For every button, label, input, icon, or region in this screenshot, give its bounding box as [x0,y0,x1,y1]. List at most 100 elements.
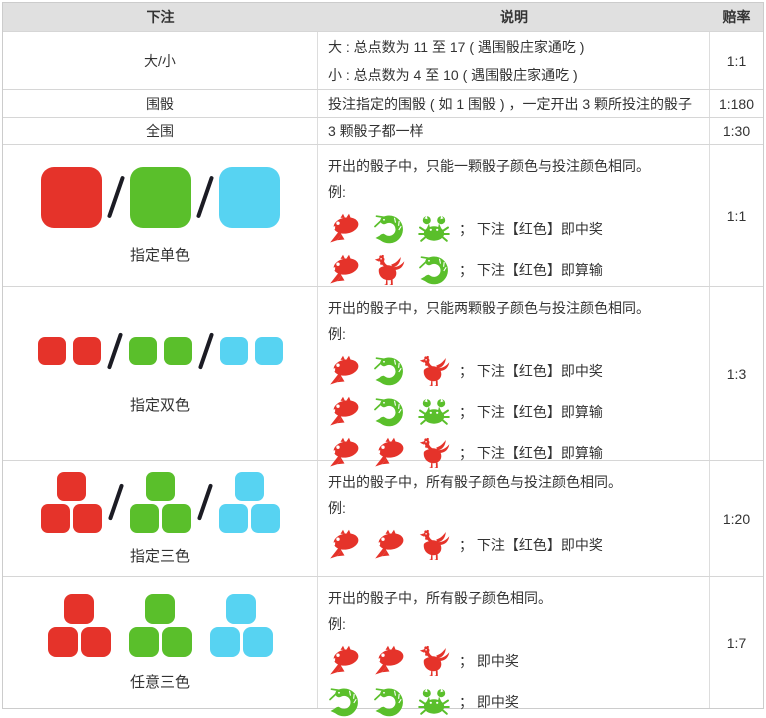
dice-row [40,471,280,533]
odds-value: 1:20 [722,510,751,527]
bet-description: 开出的骰子中，只能一颗骰子颜色与投注颜色相同。 例: ； 下注【红色】即中奖 ；… [318,145,710,286]
cyan-die [209,626,240,657]
bet-name: 任意三色 [129,673,190,691]
example-text: ； 下注【红色】即中奖 [459,363,603,379]
example-line: ； 下注【红色】即中奖 [328,355,699,387]
odds-value: 1:7 [726,634,747,651]
fish-icon [373,645,405,677]
cyan-die [218,166,280,228]
rooster-icon [418,645,450,677]
slash-divider [107,483,124,521]
description-line: 大 : 总点数为 11 至 17 ( 遇围骰庄家通吃 ) [328,38,585,55]
odds-value: 1:180 [718,95,755,112]
red-die [47,626,78,657]
rooster-icon [418,529,450,561]
green-die [145,471,175,501]
slash-divider [195,175,214,219]
bet-visual-double-color: 指定双色 [37,332,283,415]
col-header-description: 说明 [500,9,528,25]
odds-value: 1:1 [726,207,747,224]
cyan-die [219,337,248,365]
green-die [129,503,159,533]
example-label: 例: [328,616,346,632]
bet-description: 投注指定的围骰 ( 如 1 围骰 ) ，一定开出 3 颗所投注的骰子 [318,90,710,117]
table-row-triple-color: 指定三色 开出的骰子中，所有骰子颜色与投注颜色相同。 例: ； 下注【红色】即中… [3,460,763,576]
red-die [40,503,70,533]
example-line: ； 下注【红色】即中奖 [328,213,699,245]
description-line: 开出的骰子中，所有骰子颜色相同。 [328,590,552,606]
slash-divider [106,175,125,219]
example-label: 例: [328,500,346,516]
crab-icon [418,213,450,245]
fish-icon [373,529,405,561]
bet-name: 围骰 [3,90,318,117]
bet-visual-any-color: 任意三色 [47,593,273,692]
betting-rules-table: 下注 说明 赔率 大/小 大 : 总点数为 11 至 17 ( 遇围骰庄家通吃 … [2,2,764,709]
red-die [64,593,94,624]
table-row-any-color: 任意三色 开出的骰子中，所有骰子颜色相同。 例: ； 即中奖 ； 即中奖 1:7 [3,576,763,708]
table-row-double-color: 指定双色 开出的骰子中，只能两颗骰子颜色与投注颜色相同。 例: ； 下注【红色】… [3,286,763,460]
description-line: 3 颗骰子都一样 [328,123,424,139]
bet-description: 开出的骰子中，所有骰子颜色相同。 例: ； 即中奖 ； 即中奖 [318,577,710,708]
rooster-icon [373,254,405,286]
example-label: 例: [328,326,346,342]
slash-divider [197,332,214,370]
cyan-die [250,503,280,533]
table-row-specific-triple: 围骰 投注指定的围骰 ( 如 1 围骰 ) ，一定开出 3 颗所投注的骰子 1:… [3,89,763,117]
table-row-single-color: 指定单色 开出的骰子中，只能一颗骰子颜色与投注颜色相同。 例: ； 下注【红色】… [3,144,763,286]
col-header-bet: 下注 [146,9,175,25]
description-line: 开出的骰子中，只能两颗骰子颜色与投注颜色相同。 [328,300,650,316]
dice-row [47,593,273,657]
red-die [40,166,102,228]
fish-icon [328,213,360,245]
odds-value: 1:30 [722,123,751,139]
green-die [161,503,191,533]
bet-description: 开出的骰子中，所有骰子颜色与投注颜色相同。 例: ； 下注【红色】即中奖 [318,461,710,576]
green-die [129,166,191,228]
shrimp-icon [328,686,360,718]
example-line: ； 下注【红色】即算输 [328,396,699,428]
fish-icon [328,645,360,677]
fish-icon [328,355,360,387]
red-die [72,503,102,533]
slash-divider [196,483,213,521]
example-label: 例: [328,184,346,200]
bet-name: 全围 [3,118,318,144]
rooster-icon [418,355,450,387]
bet-visual-triple-color: 指定三色 [40,471,280,566]
example-text: ； 即中奖 [459,653,519,669]
shrimp-icon [418,254,450,286]
bet-name: 指定三色 [129,547,190,565]
bet-description: 开出的骰子中，只能两颗骰子颜色与投注颜色相同。 例: ； 下注【红色】即中奖 ；… [318,287,710,460]
red-die [72,337,101,365]
example-line: ； 下注【红色】即算输 [328,437,699,469]
fish-icon [328,254,360,286]
bet-name: 指定双色 [129,397,190,414]
example-line: ； 下注【红色】即算输 [328,254,699,286]
table-header-row: 下注 说明 赔率 [3,3,763,31]
example-line: ； 即中奖 [328,686,699,718]
green-die [163,337,192,365]
description-line: 开出的骰子中，只能一颗骰子颜色与投注颜色相同。 [328,158,650,174]
example-text: ； 下注【红色】即算输 [459,262,603,278]
fish-icon [328,529,360,561]
bet-description: 大 : 总点数为 11 至 17 ( 遇围骰庄家通吃 ) 小 : 总点数为 4 … [318,32,710,89]
shrimp-icon [373,355,405,387]
example-line: ； 即中奖 [328,645,699,677]
example-text: ； 下注【红色】即算输 [459,445,603,461]
odds-value: 1:3 [726,365,747,382]
bet-description: 3 颗骰子都一样 [318,118,710,144]
table-row-any-triple: 全围 3 颗骰子都一样 1:30 [3,117,763,144]
shrimp-icon [373,396,405,428]
red-die [56,471,86,501]
example-text: ； 下注【红色】即中奖 [459,537,603,553]
table-row-big-small: 大/小 大 : 总点数为 11 至 17 ( 遇围骰庄家通吃 ) 小 : 总点数… [3,31,763,89]
dice-row [40,166,280,228]
bet-visual-single-color: 指定单色 [40,166,280,265]
crab-icon [418,686,450,718]
example-text: ； 即中奖 [459,694,519,710]
col-header-odds: 赔率 [722,9,751,25]
example-text: ； 下注【红色】即算输 [459,404,603,420]
dice-row [37,332,283,370]
description-line: 开出的骰子中，所有骰子颜色与投注颜色相同。 [328,474,622,490]
